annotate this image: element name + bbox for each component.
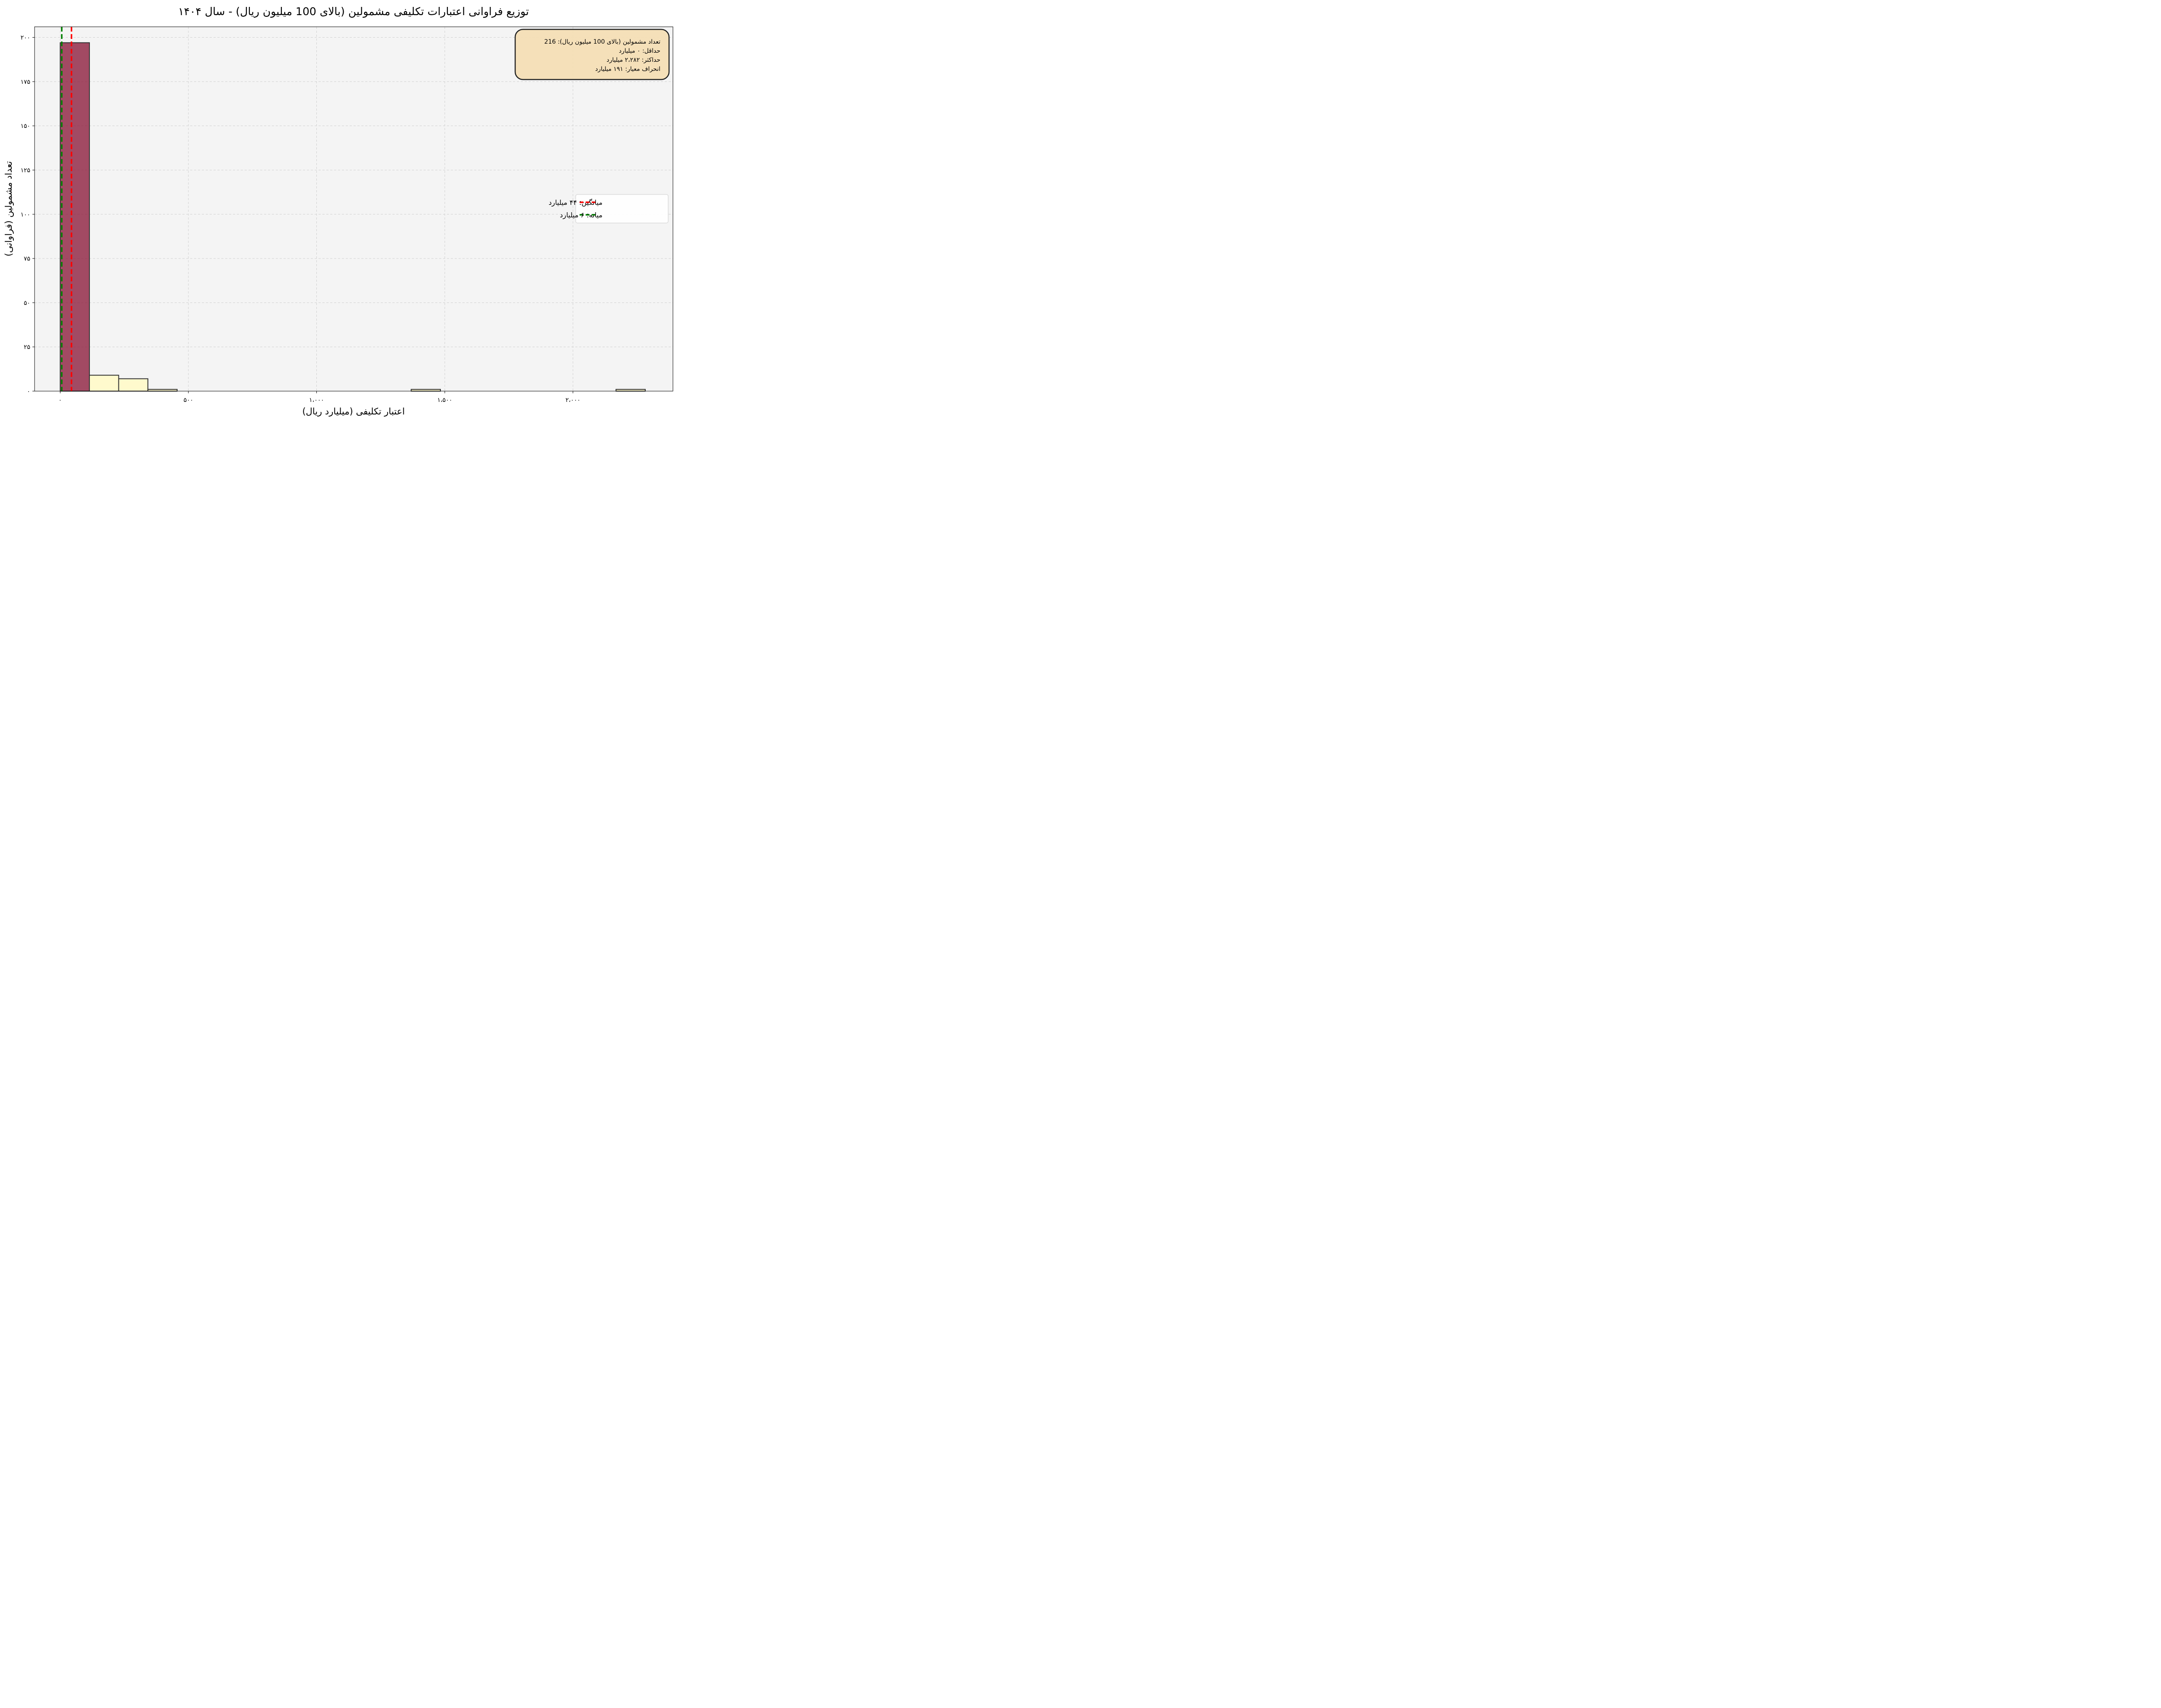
- stats-line-count: تعداد مشمولین (بالای 100 میلیون ریال): 2…: [544, 38, 660, 45]
- legend-median-label: میانه: ۶ میلیارد: [560, 211, 602, 220]
- x-tick-label: ۱،۵۰۰: [437, 397, 453, 404]
- stats-line-std: انحراف معیار: ۱۹۱ میلیارد: [595, 66, 660, 73]
- y-tick-label: ۱۷۵: [20, 79, 30, 86]
- legend: میانگین: ۴۴ میلیارد میانه: ۶ میلیارد: [548, 194, 669, 223]
- plot-area: [35, 27, 673, 391]
- y-tick-label: ۷۵: [24, 255, 30, 262]
- x-axis-label: اعتبار تکلیفی (میلیارد ریال): [302, 406, 405, 417]
- y-axis-label: تعداد مشمولین (فراوانی): [3, 161, 14, 257]
- y-tick-label: ۵۰: [24, 300, 30, 306]
- histogram-bar: [147, 389, 178, 392]
- histogram-bars: [60, 42, 646, 392]
- histogram-bar: [60, 42, 90, 392]
- y-axis-ticks: ۰ ۲۵ ۵۰ ۷۵ ۱۰۰ ۱۲۵ ۱۵۰ ۱۷۵ ۲۰۰: [20, 35, 35, 395]
- x-axis-ticks: ۰ ۵۰۰ ۱،۰۰۰ ۱،۵۰۰ ۲،۰۰۰: [59, 391, 580, 404]
- x-tick-label: ۱،۰۰۰: [309, 397, 324, 404]
- histogram-bar: [118, 378, 149, 392]
- histogram-bar: [615, 389, 646, 392]
- x-tick-label: ۲،۰۰۰: [565, 397, 580, 404]
- histogram-bar: [411, 389, 441, 392]
- stats-line-max: حداکثر: ۲،۲۸۲ میلیارد: [606, 57, 660, 64]
- x-tick-label: ۰: [59, 397, 62, 404]
- x-tick-label: ۵۰۰: [184, 397, 194, 404]
- y-tick-label: ۱۰۰: [20, 211, 30, 218]
- y-tick-label: ۱۲۵: [20, 167, 30, 174]
- y-tick-label: ۱۵۰: [20, 123, 30, 130]
- histogram-bar: [89, 375, 119, 392]
- legend-mean-label: میانگین: ۴۴ میلیارد: [548, 198, 602, 207]
- reference-lines: [61, 27, 73, 391]
- plot-frame: [34, 26, 673, 392]
- y-tick-label: ۰: [27, 388, 30, 395]
- stats-box-background: [514, 29, 670, 80]
- y-tick-label: ۲۰۰: [20, 35, 30, 41]
- histogram-chart: توزیع فراوانی اعتبارات تکلیفی مشمولین (ب…: [3, 5, 673, 417]
- stats-box: تعداد مشمولین (بالای 100 میلیون ریال): 2…: [514, 29, 670, 80]
- chart-container: توزیع فراوانی اعتبارات تکلیفی مشمولین (ب…: [0, 0, 678, 421]
- chart-title: توزیع فراوانی اعتبارات تکلیفی مشمولین (ب…: [178, 5, 529, 18]
- y-tick-label: ۲۵: [24, 344, 30, 351]
- legend-background: [575, 194, 669, 223]
- stats-line-min: حداقل: ۰ میلیارد: [619, 48, 660, 54]
